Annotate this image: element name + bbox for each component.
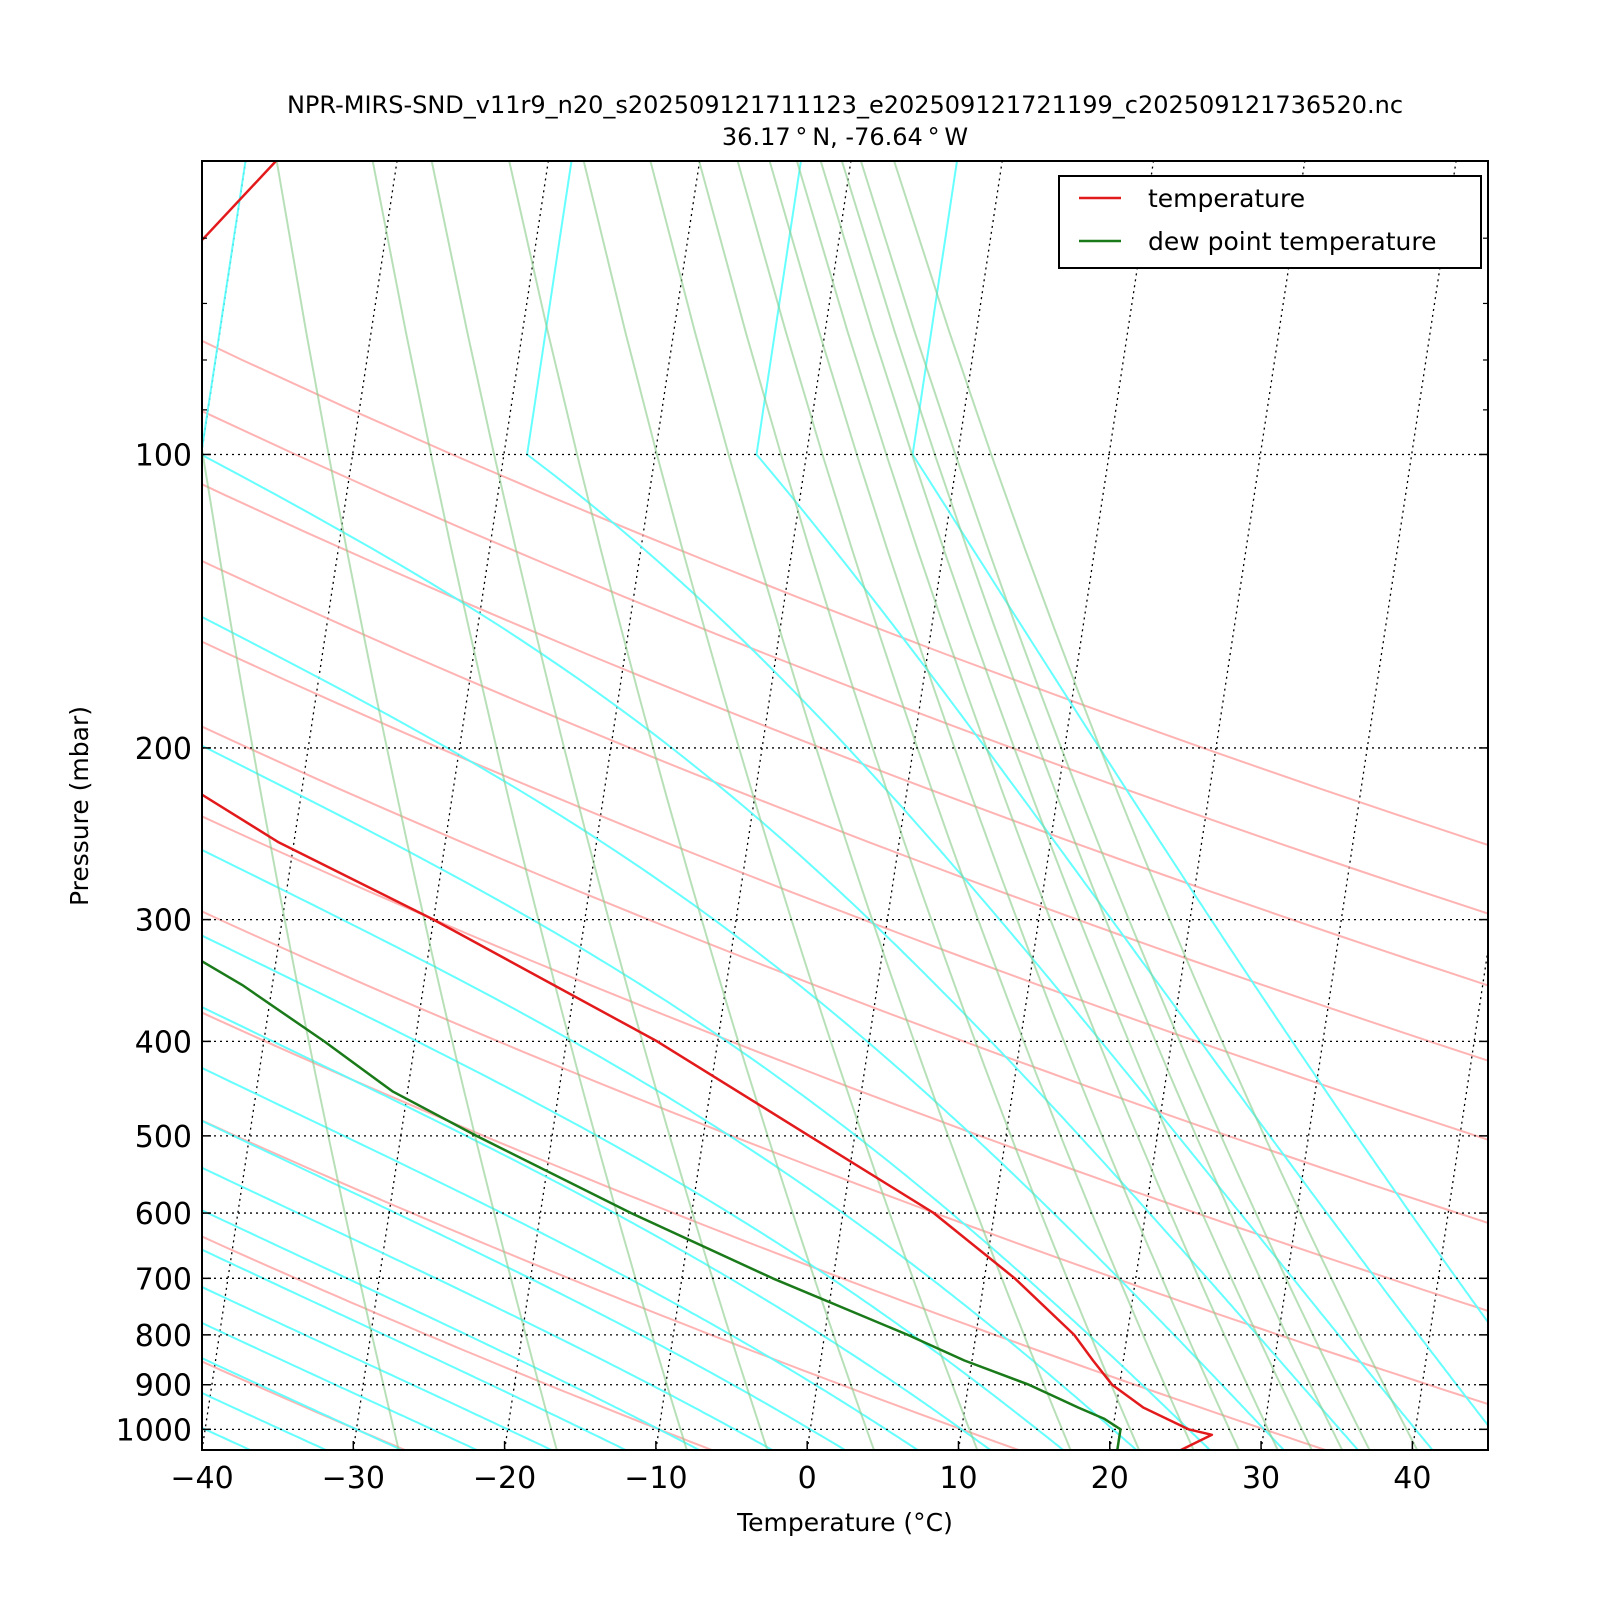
isotherm-line — [1109, 161, 1306, 1450]
mixing-ratio-line — [430, 161, 769, 1450]
isotherm-line — [352, 161, 549, 1450]
x-tick-label: −10 — [624, 1461, 687, 1496]
profile-series — [202, 161, 1214, 1450]
legend-box — [1058, 175, 1482, 269]
legend: temperature dew point temperature — [1058, 175, 1482, 269]
isotherm-line — [655, 161, 852, 1450]
y-tick-label: 600 — [135, 1197, 192, 1232]
mixing-ratio-line — [202, 442, 400, 1450]
plot-area — [202, 161, 1488, 1450]
moist-adiabat-line — [202, 1119, 846, 1450]
isotherm-line — [957, 161, 1155, 1450]
x-tick-label: 40 — [1393, 1461, 1431, 1496]
x-tick-label: 0 — [798, 1461, 817, 1496]
moist-adiabat-line — [202, 1166, 773, 1450]
y-axis: 100 200 300 400 500 600 700 800 900 1000 — [116, 160, 1488, 1448]
mixing-ratio-lines — [202, 161, 1419, 1450]
moist-adiabat-line — [526, 161, 1434, 1450]
mixing-ratio-line — [508, 161, 875, 1450]
mixing-ratio-line — [893, 161, 1419, 1450]
moist-adiabat-line — [755, 161, 1488, 1427]
mixing-ratio-line — [649, 161, 1072, 1450]
moist-adiabat-line — [202, 1209, 700, 1450]
x-tick-label: 30 — [1242, 1461, 1280, 1496]
mixing-ratio-line — [371, 161, 688, 1450]
mixing-ratio-line — [859, 161, 1371, 1450]
isotherm-lines — [202, 161, 1488, 1450]
dry-adiabat-line — [202, 1011, 1326, 1450]
x-tick-label: −20 — [473, 1461, 536, 1496]
dry-adiabat-line — [202, 483, 1488, 987]
pressure-grid-lines — [202, 453, 1488, 1430]
moist-adiabat-line — [202, 1357, 403, 1450]
dry-adiabat-line — [202, 640, 1488, 1141]
chart-subtitle: 36.17 ° N, -76.64 ° W — [722, 123, 968, 151]
moist-adiabat-line — [202, 1066, 919, 1450]
y-tick-label: 1000 — [116, 1413, 192, 1448]
dry-adiabat-line — [202, 1119, 1020, 1450]
isotherm-line — [202, 161, 398, 1450]
dry-adiabat-line — [202, 910, 1488, 1406]
dewpoint-line — [202, 959, 1122, 1450]
moist-adiabat-line — [202, 934, 1064, 1450]
mixing-ratio-line — [768, 161, 1240, 1450]
mixing-ratio-line — [736, 161, 1195, 1450]
dry-adiabat-line — [202, 1360, 406, 1450]
x-tick-label: −40 — [170, 1461, 233, 1496]
moist-adiabat-line — [911, 161, 1488, 1324]
isotherm-line — [1260, 161, 1457, 1450]
y-axis-label: Pressure (mbar) — [65, 706, 94, 906]
dry-adiabat-line — [202, 725, 1488, 1224]
dry-adiabat-line — [202, 815, 1488, 1312]
plot-frame — [201, 160, 1489, 1451]
x-tick-label: 10 — [939, 1461, 977, 1496]
temperature-line — [202, 161, 1214, 1450]
mixing-ratio-line — [795, 161, 1279, 1450]
moist-adiabat-line — [202, 1006, 991, 1450]
x-axis: −40 −30 −20 −10 0 10 20 30 40 — [170, 1441, 1431, 1496]
y-tick-label: 100 — [135, 438, 192, 473]
y-tick-label: 300 — [135, 904, 192, 939]
x-tick-label: 20 — [1091, 1461, 1129, 1496]
legend-label-temperature: temperature — [1148, 184, 1305, 213]
y-tick-label: 400 — [135, 1025, 192, 1060]
x-axis-label: Temperature (°C) — [736, 1508, 953, 1537]
moist-adiabat-line — [202, 161, 1359, 1450]
mixing-ratio-line — [275, 161, 558, 1450]
chart-title: NPR-MIRS-SND_v11r9_n20_s202509121711123_… — [287, 91, 1403, 119]
moist-adiabat-line — [202, 1321, 478, 1450]
isotherm-line — [1411, 945, 1488, 1450]
y-tick-label: 700 — [135, 1262, 192, 1297]
x-tick-label: −30 — [322, 1461, 385, 1496]
legend-label-dew-point: dew point temperature — [1148, 227, 1437, 256]
y-tick-label: 900 — [135, 1369, 192, 1404]
moist-adiabat-line — [202, 744, 1211, 1450]
isotherm-line — [503, 161, 701, 1450]
dry-adiabat-line — [202, 1235, 713, 1450]
isotherm-line — [806, 161, 1003, 1450]
y-tick-label: 800 — [135, 1319, 192, 1354]
moist-adiabat-line — [202, 1248, 627, 1450]
mixing-ratio-line — [819, 161, 1313, 1450]
y-tick-label: 500 — [135, 1120, 192, 1155]
dry-adiabat-line — [202, 410, 1488, 915]
moist-adiabat-line — [202, 848, 1138, 1450]
y-tick-label: 200 — [135, 732, 192, 767]
mixing-ratio-line — [840, 161, 1344, 1450]
dry-adiabat-line — [202, 339, 1488, 847]
mixing-ratio-line — [698, 161, 1141, 1450]
moist-adiabat-line — [202, 1285, 552, 1450]
